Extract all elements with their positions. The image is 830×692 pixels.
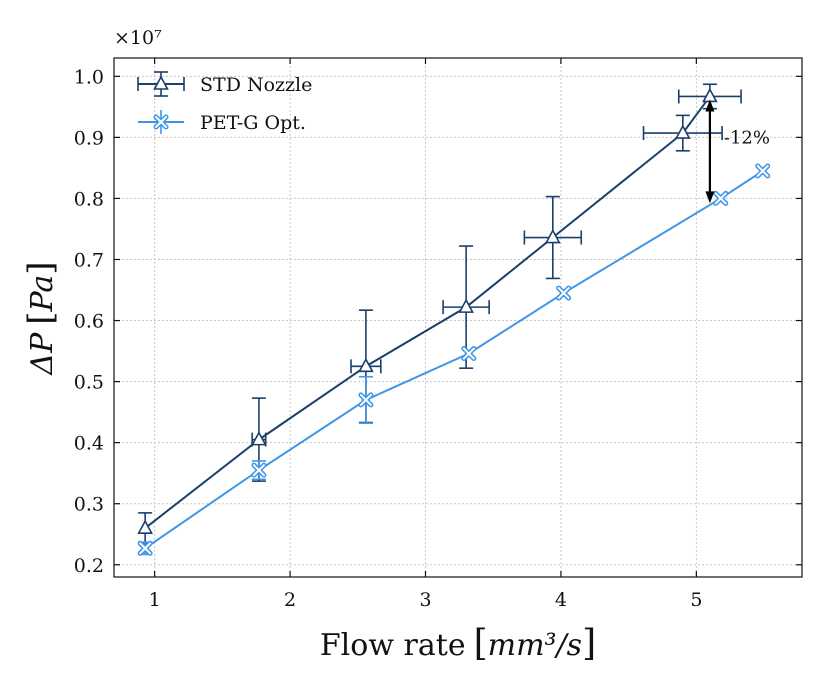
x-tick-label: 5 (690, 589, 702, 611)
legend-item-petg: PET-G Opt. (138, 110, 306, 134)
y-axis-symbol: ΔP (25, 332, 60, 376)
data-point-x (755, 163, 771, 179)
y-axis-unit: Pa (25, 275, 60, 313)
data-point-triangle (358, 357, 374, 373)
y-tick-label: 0.6 (74, 311, 104, 333)
data-point-x-fill (756, 164, 769, 177)
data-point-triangle (674, 124, 691, 139)
series-line (144, 170, 764, 550)
y-tick-label: 0.4 (74, 433, 104, 455)
x-tick-label: 2 (284, 589, 296, 611)
plot-frame (113, 57, 803, 578)
series-line (144, 95, 711, 529)
annotation-arrowhead-bottom (705, 191, 715, 204)
y-tick-label: 0.8 (74, 188, 104, 210)
y-tick-label: 0.3 (74, 494, 104, 516)
legend-label-petg: PET-G Opt. (200, 112, 306, 134)
x-tick-label: 1 (149, 589, 161, 611)
data-point-x (137, 540, 153, 556)
data-point-x-fill (714, 192, 727, 205)
data-point-x (358, 392, 374, 408)
data-point-triangle (458, 298, 474, 313)
series-petg-opt (137, 163, 771, 556)
data-point-x-fill (252, 464, 265, 477)
annotation-layer: -12% (705, 99, 770, 204)
data-point-x-fill (359, 393, 372, 406)
data-point-x-fill (462, 347, 475, 360)
data-point-x-fill (139, 542, 152, 555)
legend-item-std-nozzle: STD Nozzle (137, 71, 312, 97)
annotation-arrowhead-top (705, 99, 715, 112)
legend-x-marker-icon (153, 114, 169, 130)
series-layer (137, 83, 771, 556)
x-tick-label: 4 (555, 589, 567, 611)
tick-labels: 1 2 3 4 5 0.2 0.3 0.4 0.5 0.6 0.7 0.8 0.9 1.0 (74, 66, 703, 611)
data-point-triangle (137, 519, 153, 534)
data-point-x (713, 190, 729, 206)
y-axis-label: ΔP[Pa] (21, 261, 61, 375)
data-point-triangle (251, 430, 267, 446)
data-point-triangle (544, 228, 561, 244)
y-tick-label: 0.7 (74, 249, 104, 271)
legend-label-std: STD Nozzle (200, 74, 312, 96)
legend-triangle-icon (153, 75, 169, 90)
y-scale-label: ×10⁷ (114, 27, 162, 49)
data-point-x-fill (557, 287, 570, 300)
data-point-x (556, 285, 572, 301)
svg-text:ΔP[Pa]: ΔP[Pa] (21, 261, 61, 375)
x-axis-title: Flow rate (320, 628, 466, 663)
legend: STD Nozzle PET-G Opt. (137, 71, 312, 134)
x-axis-label: Flow rate [mm³/s] (320, 623, 596, 664)
grid (114, 58, 802, 577)
y-tick-label: 0.9 (74, 127, 104, 149)
y-tick-label: 1.0 (74, 66, 104, 88)
x-tick-label: 3 (419, 589, 431, 611)
y-tick-label: 0.2 (74, 555, 104, 577)
series-std-nozzle (137, 83, 742, 545)
x-axis-unit: mm³/s (488, 628, 582, 663)
data-point-x (251, 462, 267, 478)
ticks (114, 58, 802, 577)
annotation-text: -12% (724, 127, 770, 148)
y-tick-label: 0.5 (74, 372, 104, 394)
data-point-x (461, 346, 477, 362)
